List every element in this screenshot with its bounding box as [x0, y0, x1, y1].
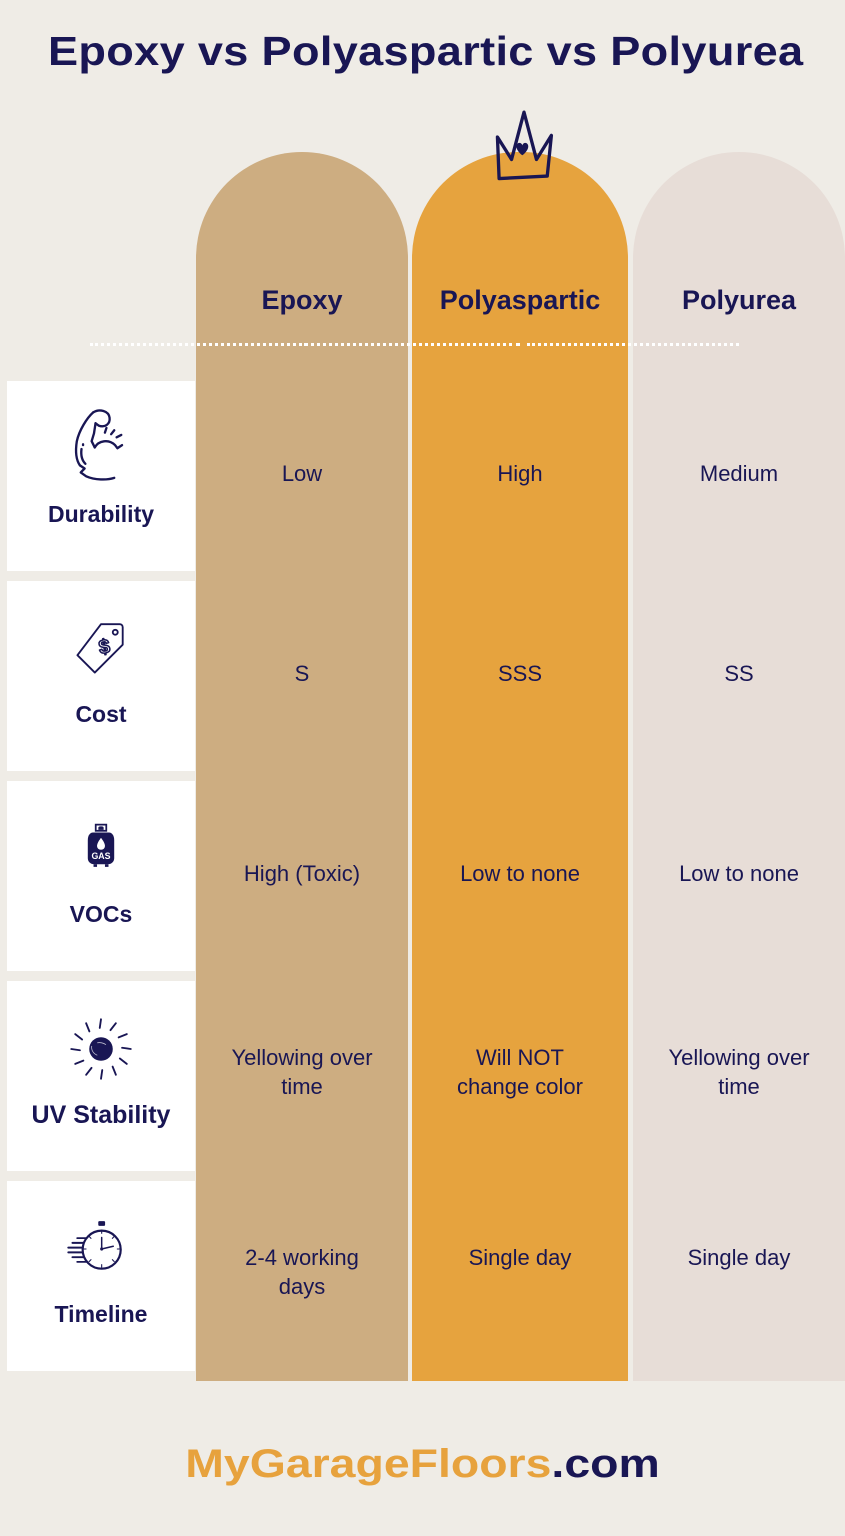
svg-text:GAS: GAS [91, 850, 110, 860]
svg-text:$: $ [97, 635, 111, 658]
